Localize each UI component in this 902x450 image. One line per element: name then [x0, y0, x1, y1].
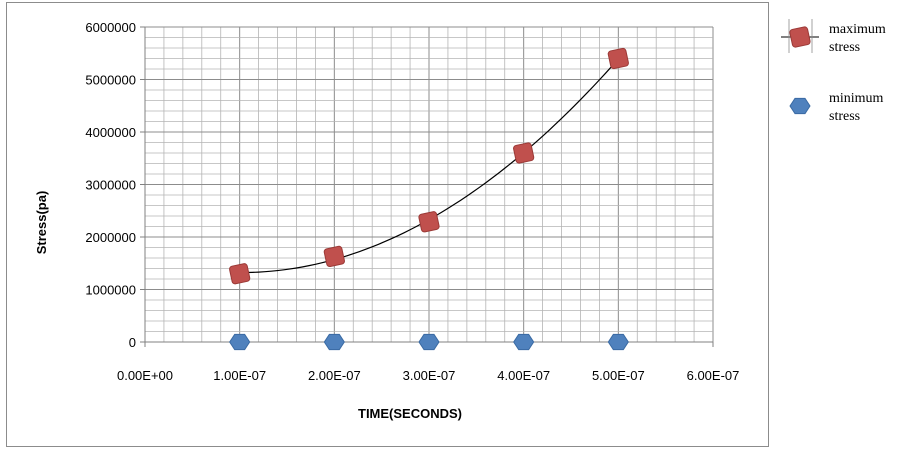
- x-tick-label: 5.00E-07: [592, 368, 645, 383]
- y-tick-label: 5000000: [85, 73, 136, 88]
- y-tick-label: 4000000: [85, 125, 136, 140]
- y-tick-label: 0: [129, 335, 136, 350]
- y-tick-label: 3000000: [85, 178, 136, 193]
- legend-marker-max: [789, 26, 811, 48]
- legend-label: maximum: [829, 22, 886, 37]
- axes: 0 1000000 2000000 3000000 4000000 5000000 6000…: [85, 20, 739, 383]
- x-tick-label: 0.00E+00: [117, 368, 173, 383]
- legend-marker-min: [789, 97, 811, 115]
- x-tick-label: 1.00E-07: [213, 368, 266, 383]
- max-stress-point: [513, 142, 535, 164]
- y-tick-label: 2000000: [85, 230, 136, 245]
- gridlines: [144, 26, 714, 343]
- legend-label: minimum: [829, 91, 884, 106]
- x-tick-label: 6.00E-07: [687, 368, 740, 383]
- min-stress-point: [607, 333, 629, 351]
- max-stress-point: [323, 245, 345, 268]
- min-stress-point: [513, 333, 535, 351]
- min-stress-point: [229, 333, 251, 351]
- x-axis-title: TIME(SECONDS): [358, 406, 462, 421]
- max-stress-point: [418, 211, 440, 233]
- max-stress-point: [607, 47, 629, 70]
- legend-label: stress: [829, 40, 860, 55]
- max-stress-point: [229, 263, 251, 285]
- legend: maximum stress minimum stress: [781, 19, 886, 124]
- legend-label: stress: [829, 109, 860, 124]
- x-tick-label: 2.00E-07: [308, 368, 361, 383]
- x-tick-label: 4.00E-07: [497, 368, 550, 383]
- y-axis-title: Stress(pa): [34, 191, 49, 255]
- data-points: [229, 47, 629, 351]
- y-tick-label: 6000000: [85, 20, 136, 35]
- min-stress-point: [323, 333, 345, 351]
- x-tick-label: 3.00E-07: [403, 368, 456, 383]
- min-stress-point: [418, 333, 440, 351]
- y-tick-label: 1000000: [85, 283, 136, 298]
